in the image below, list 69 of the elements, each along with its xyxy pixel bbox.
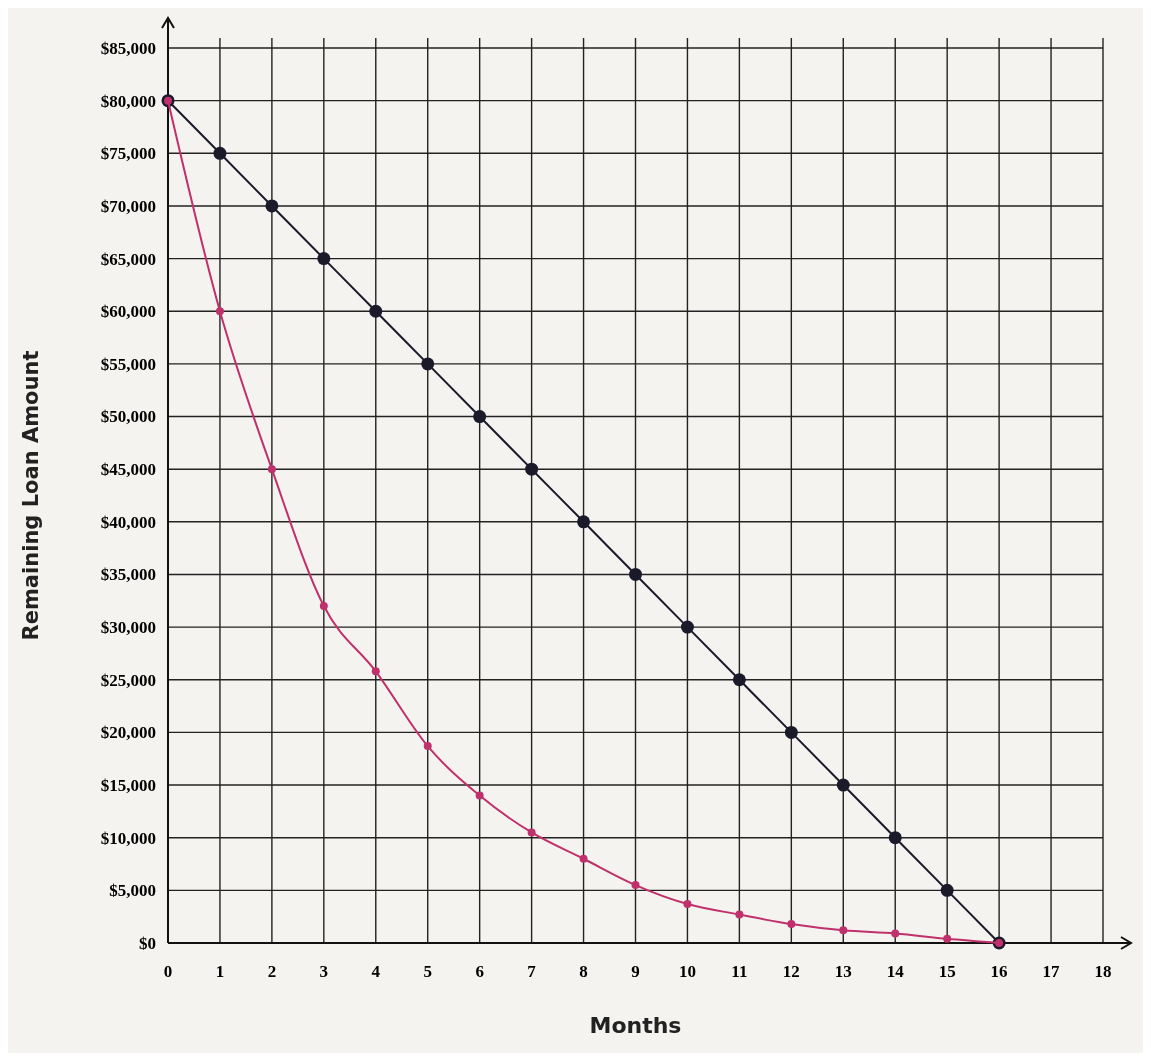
x-tick-label: 11 (731, 962, 748, 981)
point (891, 929, 900, 938)
point (631, 881, 640, 890)
y-tick-label: $5,000 (109, 881, 156, 901)
point (265, 199, 279, 213)
x-tick-label: 12 (782, 962, 800, 981)
y-tick-label: $60,000 (100, 302, 156, 322)
point (836, 778, 850, 792)
x-tick-label: 8 (579, 962, 588, 981)
y-tick-label: $45,000 (100, 460, 156, 480)
x-tick-label: 9 (631, 962, 640, 981)
point (577, 515, 591, 529)
x-tick-label: 6 (475, 962, 484, 981)
x-tick-label: 0 (163, 962, 173, 981)
point (683, 900, 692, 909)
x-tick-label: 13 (834, 962, 852, 981)
point (369, 304, 383, 318)
point (787, 920, 796, 929)
y-tick-label: $20,000 (100, 723, 156, 743)
y-tick-label: $35,000 (100, 565, 156, 585)
x-tick-label: 17 (1042, 962, 1061, 981)
y-tick-label: $15,000 (100, 776, 156, 796)
x-tick-label: 3 (319, 962, 329, 981)
x-tick-label: 7 (527, 962, 537, 981)
point (267, 465, 276, 474)
point (319, 602, 328, 611)
point (680, 620, 694, 634)
y-tick-label: $55,000 (100, 354, 156, 374)
x-tick-label: 4 (371, 962, 381, 981)
point (371, 667, 380, 676)
point (525, 462, 539, 476)
point (527, 828, 536, 837)
x-tick-label: 5 (423, 962, 432, 981)
x-tick-label: 16 (990, 962, 1008, 981)
x-tick-label: 10 (678, 962, 696, 981)
point (215, 307, 224, 316)
point (943, 934, 952, 943)
y-tick-label: $80,000 (100, 91, 156, 111)
y-tick-label: $0 (139, 933, 156, 953)
y-tick-label: $70,000 (100, 196, 156, 216)
point (888, 831, 902, 845)
y-tick-label: $25,000 (100, 670, 156, 690)
x-tick-label: 15 (938, 962, 956, 981)
x-tick-label: 2 (267, 962, 277, 981)
x-tick-label: 14 (886, 962, 905, 981)
y-tick-label: $75,000 (100, 144, 156, 164)
y-tick-label: $40,000 (100, 512, 156, 532)
point (839, 926, 848, 935)
point (735, 910, 744, 919)
point (732, 673, 746, 687)
point (784, 725, 798, 739)
y-tick-label: $65,000 (100, 249, 156, 269)
point (940, 883, 954, 897)
point (475, 791, 484, 800)
point (423, 742, 432, 751)
point (579, 854, 588, 863)
y-tick-label: $50,000 (100, 407, 156, 427)
y-axis-title: Remaining Loan Amount (19, 350, 43, 641)
y-tick-label: $10,000 (100, 828, 156, 848)
point (629, 567, 642, 581)
point (473, 410, 487, 424)
x-axis-title: Months (589, 1013, 682, 1038)
point (213, 146, 227, 160)
point (421, 357, 435, 371)
point (317, 252, 331, 266)
y-tick-label: $30,000 (100, 618, 156, 638)
x-tick-label: 1 (215, 962, 225, 981)
x-tick-label: 18 (1094, 962, 1112, 981)
y-tick-label: $85,000 (100, 38, 156, 58)
